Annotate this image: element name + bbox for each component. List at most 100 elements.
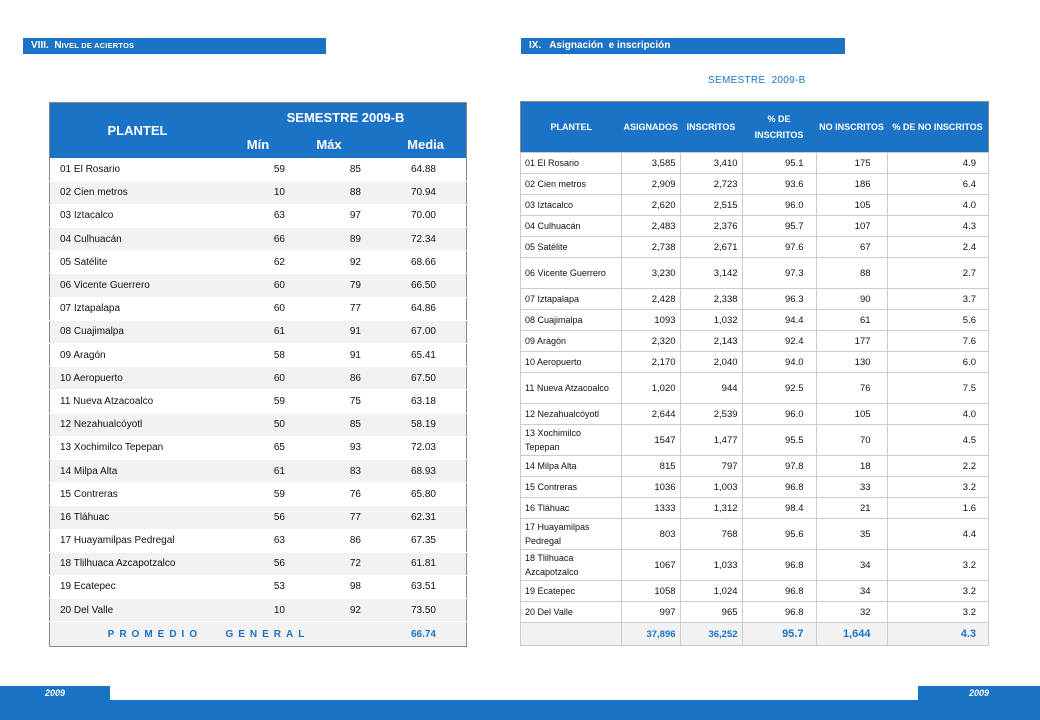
header-max: Máx: [291, 131, 367, 158]
plantel-name: 08 Cuajimalpa: [49, 320, 225, 345]
inscritos-value: 2,723: [679, 173, 743, 195]
inscritos-value: 797: [679, 455, 743, 477]
min-value: 10: [225, 598, 291, 623]
plantel-name: 01 El Rosario: [49, 158, 225, 182]
min-value: 50: [225, 413, 291, 437]
pct-inscritos-value: 93.6: [741, 173, 817, 195]
media-value: 58.19: [367, 413, 467, 437]
table-row: 11 Nueva Atzacoalco 1,020 944 92.5 76 7.5: [520, 372, 990, 404]
min-value: 63: [225, 204, 291, 229]
table-row: 08 Cuajimalpa 1093 1,032 94.4 61 5.6: [520, 309, 990, 331]
asignados-value: 815: [621, 455, 681, 477]
table-row: 08 Cuajimalpa 61 91 67.00: [49, 320, 467, 345]
pct-no-inscritos-value: 4.0: [886, 194, 990, 216]
asignacion-table: PLANTEL ASIGNADOS INSCRITOS% DE INSCRITOS N…: [520, 101, 990, 646]
max-value: 75: [291, 389, 367, 414]
pct-no-inscritos-value: 7.6: [886, 330, 990, 352]
table-row: 16 Tláhuac 1333 1,312 98.4 21 1.6: [520, 497, 990, 519]
asignados-value: 2,644: [621, 403, 681, 425]
media-value: 63.51: [367, 575, 467, 600]
min-value: 62: [225, 250, 291, 275]
no-inscritos-value: 88: [815, 257, 888, 289]
table-row: 09 Aragón 2,320 2,143 92.4 177 7.6: [520, 330, 990, 352]
no-inscritos-value: 33: [815, 476, 888, 498]
max-value: 89: [291, 227, 367, 252]
plantel-name: 14 Milpa Alta: [49, 459, 225, 484]
pct-no-inscritos-value: 2.4: [886, 236, 990, 258]
media-value: 67.00: [367, 320, 467, 345]
inscritos-value: 2,539: [679, 403, 743, 425]
section-title-initial: N: [54, 40, 62, 51]
table-row: 17 Huayamilpas Pedregal 803 768 95.6 35 4.4: [520, 518, 990, 550]
table-row: 06 Vicente Guerrero 60 79 66.50: [49, 273, 467, 298]
min-value: 10: [225, 181, 291, 205]
section-number: VIII.: [31, 40, 49, 51]
plantel-name: 16 Tláhuac: [49, 505, 225, 530]
min-value: 61: [225, 320, 291, 345]
min-value: 56: [225, 505, 291, 530]
table-row: 19 Ecatepec 53 98 63.51: [49, 575, 467, 600]
pct-no-inscritos-value: 4.3: [886, 215, 990, 237]
table-row: 13 Xochimilco Tepepan 1547 1,477 95.5 70 4.5: [520, 424, 990, 456]
asignados-value: 997: [621, 601, 681, 623]
no-inscritos-value: 177: [815, 330, 888, 352]
plantel-name: 11 Nueva Atzacoalco: [520, 372, 622, 404]
column-header: % DE INSCRITOS: [742, 101, 817, 153]
no-inscritos-value: 32: [815, 601, 888, 623]
media-value: 61.81: [367, 552, 467, 576]
no-inscritos-value: 18: [815, 455, 888, 477]
inscritos-value: 1,032: [679, 309, 743, 331]
table-row: 07 Iztapalapa 2,428 2,338 96.3 90 3.7: [520, 288, 990, 310]
total-pct-inscritos: 95.7: [741, 622, 817, 646]
max-value: 85: [291, 413, 367, 437]
table-row: 03 Iztacalco 2,620 2,515 96.0 105 4.0: [520, 194, 990, 216]
asignados-value: 2,428: [621, 288, 681, 310]
plantel-name: 03 Iztacalco: [520, 194, 622, 216]
no-inscritos-value: 105: [815, 403, 888, 425]
media-value: 64.86: [367, 297, 467, 321]
inscritos-value: 2,040: [679, 351, 743, 373]
max-value: 92: [291, 250, 367, 275]
header-min: Mín: [225, 131, 291, 158]
pct-no-inscritos-value: 3.2: [886, 601, 990, 623]
plantel-name: 05 Satélite: [49, 250, 225, 275]
pct-inscritos-value: 97.3: [741, 257, 817, 289]
no-inscritos-value: 107: [815, 215, 888, 237]
max-value: 86: [291, 366, 367, 391]
pct-inscritos-value: 98.4: [741, 497, 817, 519]
media-value: 67.50: [367, 366, 467, 391]
total-asignados: 37,896: [621, 622, 681, 646]
min-value: 61: [225, 459, 291, 484]
plantel-name: 19 Ecatepec: [49, 575, 225, 600]
pct-inscritos-value: 94.0: [741, 351, 817, 373]
table-row: 14 Milpa Alta 815 797 97.8 18 2.2: [520, 455, 990, 477]
no-inscritos-value: 186: [815, 173, 888, 195]
media-value: 73.50: [367, 598, 467, 623]
pct-inscritos-value: 96.3: [741, 288, 817, 310]
min-value: 65: [225, 436, 291, 460]
footer-band: [0, 700, 1040, 720]
pct-no-inscritos-value: 3.2: [886, 549, 990, 581]
header-media: Media: [367, 131, 467, 158]
asignados-value: 1058: [621, 580, 681, 602]
plantel-name: 12 Nezahualcóyotl: [520, 403, 622, 425]
table-row: 19 Ecatepec 1058 1,024 96.8 34 3.2: [520, 580, 990, 602]
max-value: 76: [291, 482, 367, 507]
table-row: 20 Del Valle 10 92 73.50: [49, 598, 467, 623]
plantel-name: 18 Tlilhuaca Azcapotzalco: [520, 549, 622, 581]
no-inscritos-value: 76: [815, 372, 888, 404]
asignados-value: 3,585: [621, 152, 681, 174]
table-row: 03 Iztacalco 63 97 70.00: [49, 204, 467, 229]
asignados-value: 1067: [621, 549, 681, 581]
plantel-name: 02 Cien metros: [520, 173, 622, 195]
no-inscritos-value: 34: [815, 580, 888, 602]
asignados-value: 1093: [621, 309, 681, 331]
table-row: 18 Tlilhuaca Azcapotzalco 56 72 61.81: [49, 552, 467, 576]
min-value: 60: [225, 366, 291, 391]
max-value: 97: [291, 204, 367, 229]
min-value: 66: [225, 227, 291, 252]
no-inscritos-value: 34: [815, 549, 888, 581]
asignados-value: 1036: [621, 476, 681, 498]
max-value: 91: [291, 320, 367, 345]
section-header-asignacion: IX. Asignación e inscripción: [521, 38, 845, 54]
